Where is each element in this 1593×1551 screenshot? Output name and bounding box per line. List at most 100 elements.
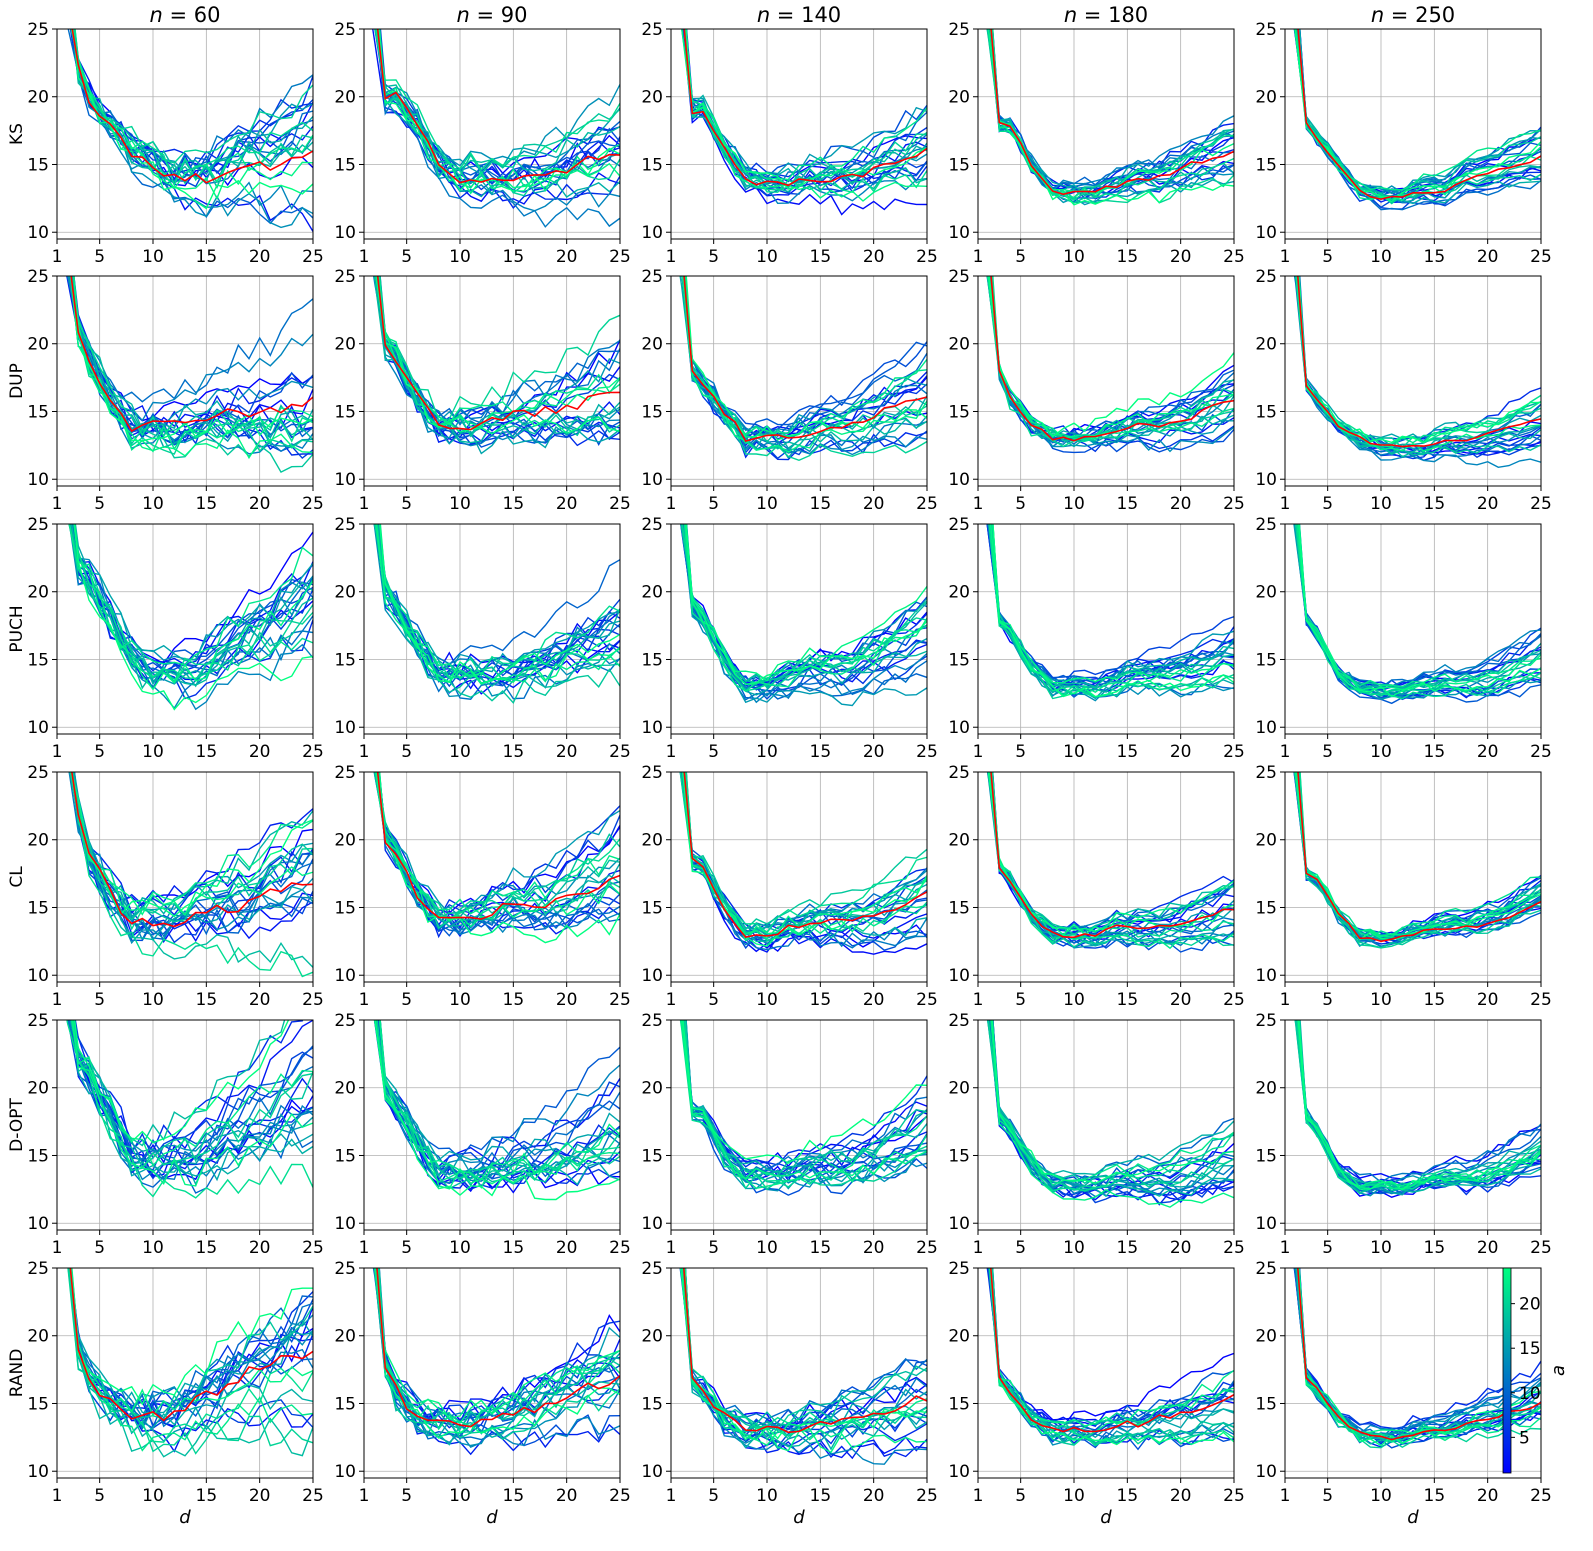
series-line xyxy=(374,1020,620,1201)
series-line xyxy=(376,276,620,421)
y-tick-label: 10 xyxy=(641,1214,663,1234)
x-tick-label: 10 xyxy=(756,247,778,267)
y-tick-label: 20 xyxy=(27,583,49,603)
x-tick-label: 1 xyxy=(359,1238,370,1258)
column-title-variable: n xyxy=(757,3,770,27)
reference-series-line xyxy=(69,1268,313,1422)
x-tick-label: 20 xyxy=(1170,247,1192,267)
series-line xyxy=(685,29,927,188)
x-tick-label: 10 xyxy=(756,494,778,514)
series-group xyxy=(67,29,313,232)
series-line xyxy=(71,276,313,403)
y-tick-label: 20 xyxy=(1255,335,1277,355)
series-line xyxy=(374,772,620,919)
series-line xyxy=(990,1020,1234,1186)
reference-series-line xyxy=(1297,772,1541,943)
series-line xyxy=(987,524,1234,689)
x-tick-label: 1 xyxy=(1280,1486,1291,1506)
x-tick-label: 5 xyxy=(1322,990,1333,1010)
y-tick-label: 25 xyxy=(948,20,970,40)
y-tick-label: 15 xyxy=(641,650,663,670)
x-tick-label: 10 xyxy=(449,494,471,514)
series-group xyxy=(1293,524,1541,705)
series-line xyxy=(1294,29,1541,191)
series-line xyxy=(685,29,927,181)
x-tick-label: 20 xyxy=(556,742,578,762)
x-tick-label: 5 xyxy=(94,247,105,267)
x-tick-label: 20 xyxy=(1170,1486,1192,1506)
x-tick-label: 25 xyxy=(1223,494,1245,514)
panel-frame xyxy=(1284,1019,1542,1231)
panel-frame xyxy=(363,1019,621,1231)
y-tick-label: 20 xyxy=(641,88,663,108)
y-tick-label: 10 xyxy=(27,966,49,986)
series-line xyxy=(70,772,313,922)
x-tick-label: 15 xyxy=(1424,247,1446,267)
x-tick-label: 1 xyxy=(973,247,984,267)
series-line xyxy=(990,772,1234,932)
series-line xyxy=(1298,1268,1541,1436)
x-tick-label: 10 xyxy=(756,990,778,1010)
x-tick-label: 1 xyxy=(52,494,63,514)
series-line xyxy=(73,1020,286,1147)
series-line xyxy=(72,276,313,422)
series-line xyxy=(378,772,620,936)
column-title: n = 60 xyxy=(150,3,221,27)
series-line xyxy=(989,524,1234,689)
x-tick-label: 15 xyxy=(1424,494,1446,514)
series-line xyxy=(378,29,620,198)
series-line xyxy=(72,29,313,210)
x-tick-label: 1 xyxy=(359,494,370,514)
panel-frame xyxy=(670,523,928,735)
series-line xyxy=(1297,524,1541,696)
reference-series-line xyxy=(376,772,620,920)
series-line xyxy=(1298,1020,1541,1183)
y-tick-label: 25 xyxy=(1255,515,1277,535)
series-line xyxy=(991,524,1234,689)
series-line xyxy=(987,1020,1234,1191)
reference-series-line xyxy=(990,276,1234,442)
y-tick-label: 25 xyxy=(948,1011,970,1031)
series-line xyxy=(375,276,620,447)
series-line xyxy=(680,1020,927,1182)
series-line xyxy=(989,1268,1234,1427)
series-line xyxy=(991,29,1234,199)
series-group xyxy=(681,29,927,216)
panel-frame xyxy=(1284,28,1542,240)
x-tick-label: 10 xyxy=(1370,742,1392,762)
series-line xyxy=(373,524,620,671)
x-tick-label: 1 xyxy=(973,1238,984,1258)
y-tick-label: 10 xyxy=(27,470,49,490)
series-group xyxy=(679,772,927,955)
x-tick-label: 25 xyxy=(916,742,938,762)
y-tick-label: 25 xyxy=(948,763,970,783)
series-line xyxy=(66,276,313,455)
series-line xyxy=(374,1268,620,1430)
x-tick-label: 20 xyxy=(863,1486,885,1506)
column-title-value: 140 xyxy=(801,3,841,27)
x-tick-label: 15 xyxy=(1424,1486,1446,1506)
x-tick-label: 10 xyxy=(756,1486,778,1506)
series-line xyxy=(989,524,1234,684)
series-line xyxy=(66,1020,313,1181)
x-tick-label: 1 xyxy=(359,247,370,267)
series-line xyxy=(988,772,1234,950)
x-tick-label: 5 xyxy=(1015,247,1026,267)
series-line xyxy=(991,29,1234,199)
series-line xyxy=(990,772,1234,945)
y-tick-label: 10 xyxy=(1255,718,1277,738)
panel-frame xyxy=(670,275,928,487)
y-tick-label: 20 xyxy=(1255,583,1277,603)
reference-series-line xyxy=(376,276,620,431)
series-line xyxy=(72,276,313,432)
x-tick-label: 25 xyxy=(1223,1486,1245,1506)
series-line xyxy=(1298,276,1541,444)
y-tick-label: 20 xyxy=(27,88,49,108)
panel-frame xyxy=(977,523,1235,735)
